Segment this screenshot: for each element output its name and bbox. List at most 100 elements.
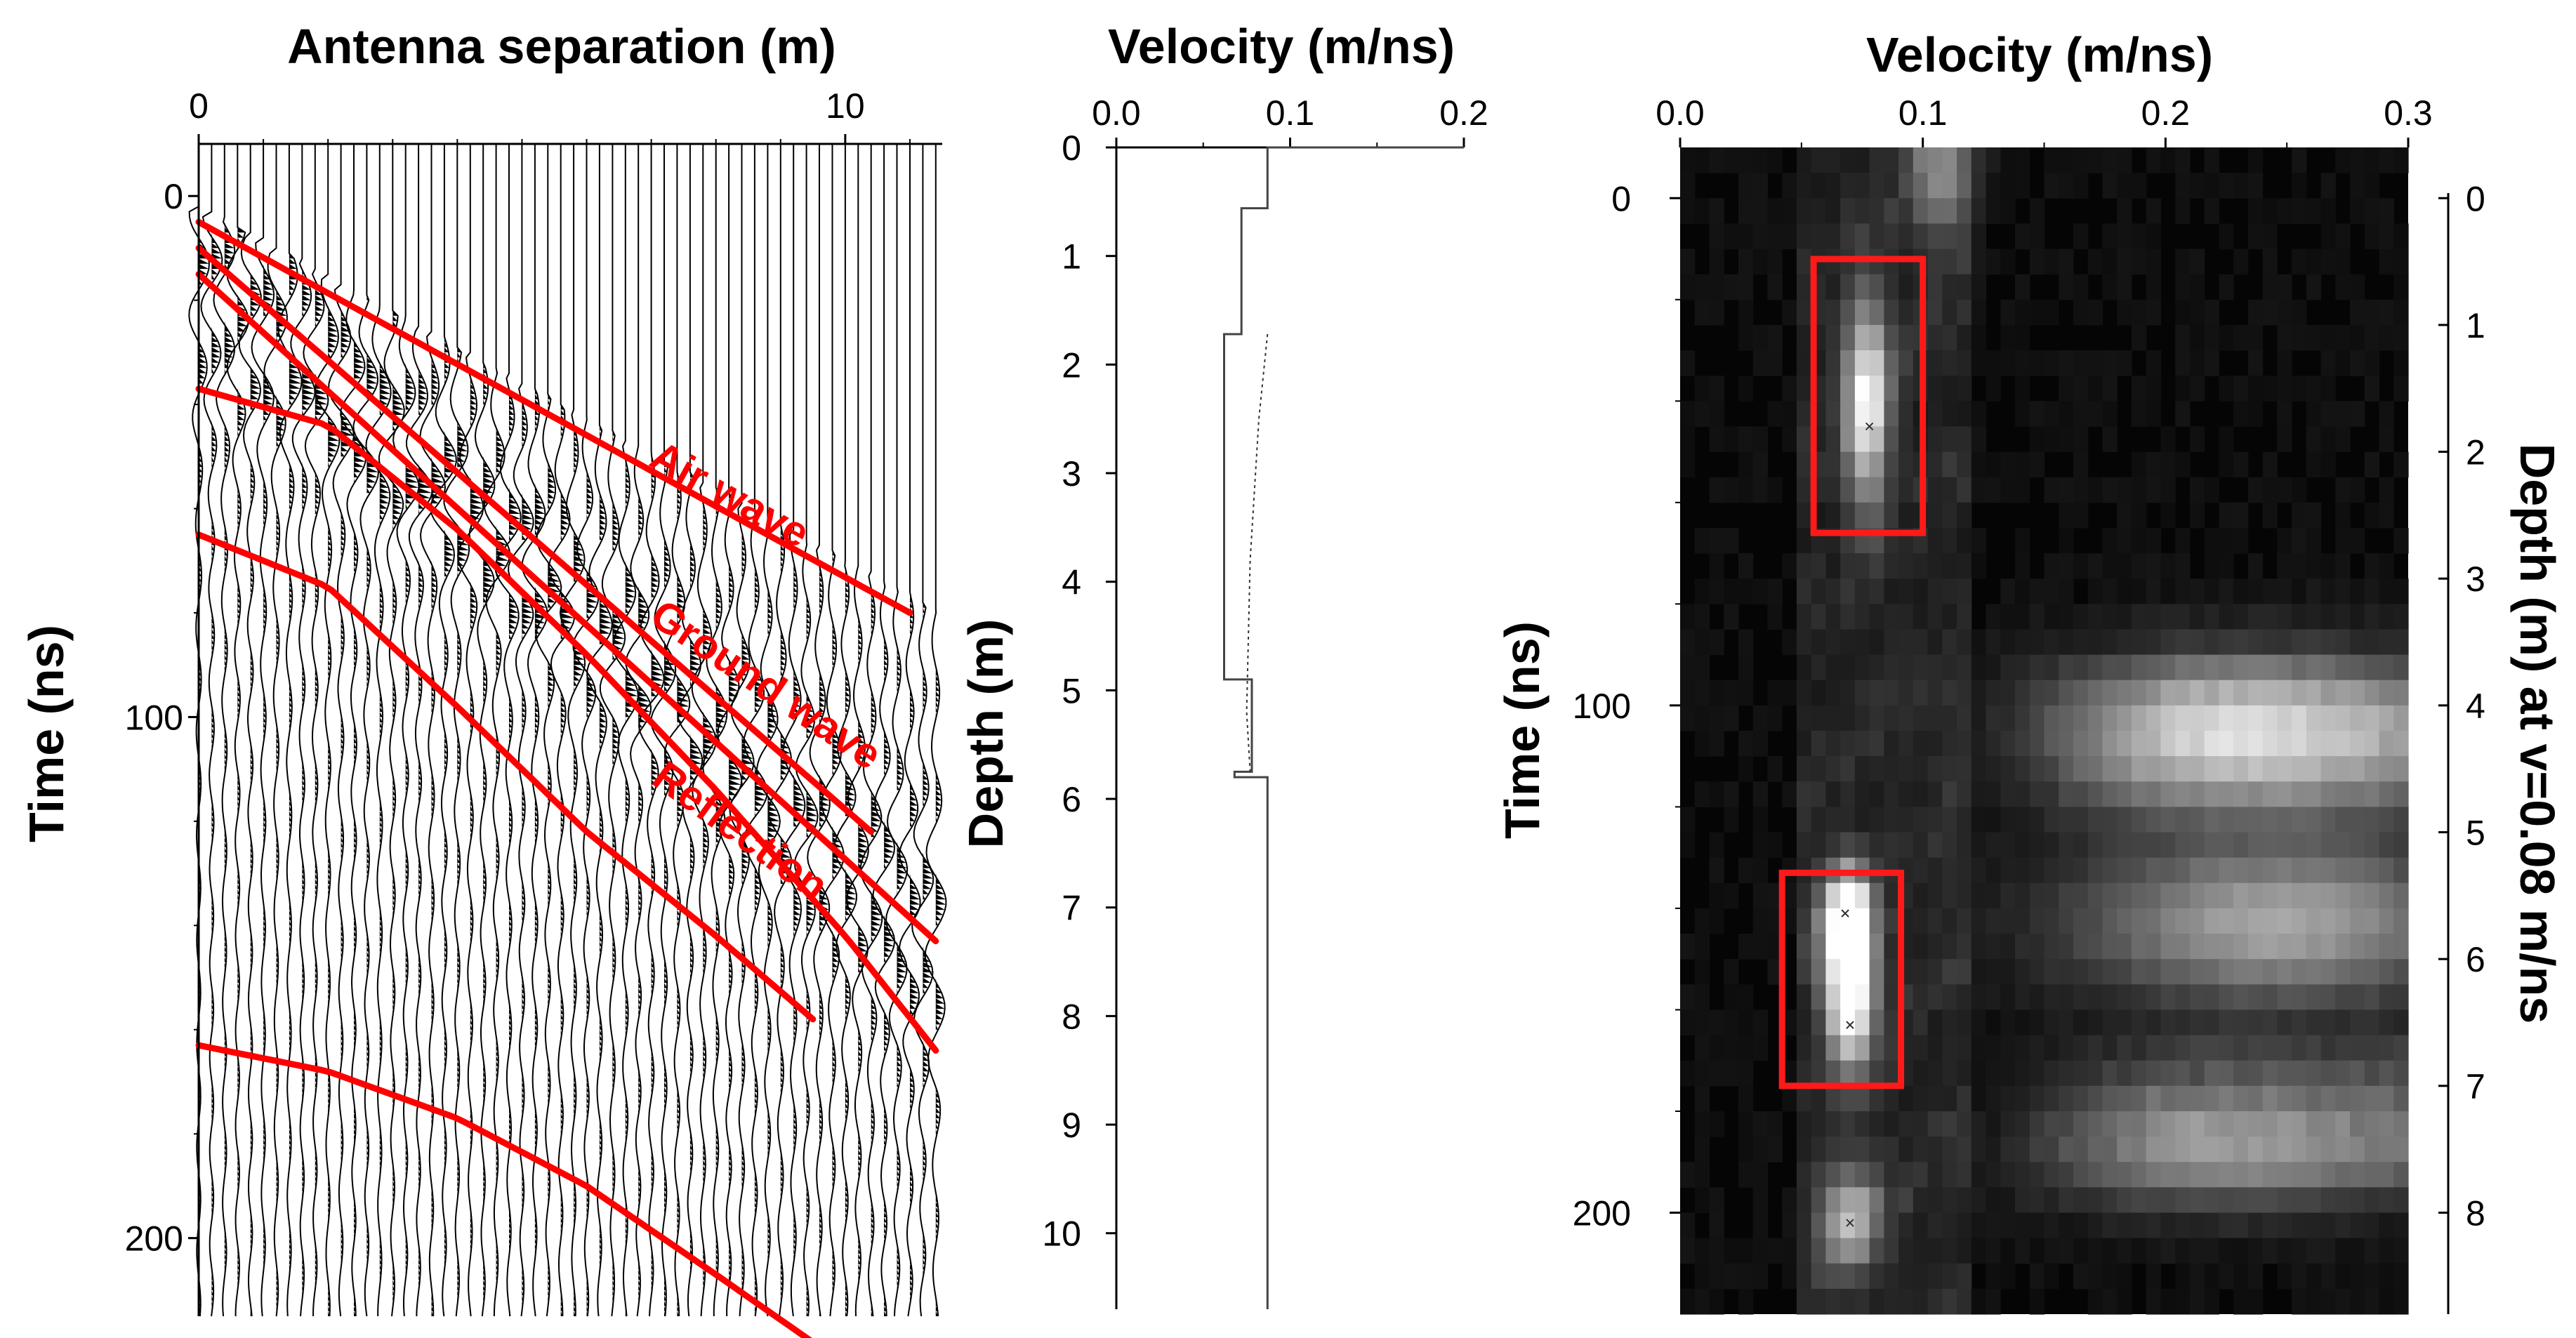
heatmap-cell	[2059, 857, 2074, 884]
wiggle-trace-fill	[819, 560, 830, 1316]
heatmap-cell	[2146, 731, 2161, 757]
heatmap-cell	[2087, 1263, 2103, 1290]
heatmap-cell	[1869, 629, 1884, 656]
heatmap-cell	[2364, 705, 2380, 731]
heatmap-cell	[2073, 553, 2089, 579]
heatmap-cell	[1811, 147, 1826, 173]
heatmap-cell	[1767, 249, 1783, 275]
heatmap-cell	[1898, 629, 1914, 656]
heatmap-cell	[1898, 147, 1914, 173]
heatmap-cell	[1854, 934, 1870, 960]
heatmap-cell	[2247, 401, 2264, 427]
heatmap-cell	[2204, 1009, 2219, 1036]
heatmap-cell	[1927, 173, 1943, 199]
heatmap-cell	[2102, 731, 2118, 757]
heatmap-cell	[1724, 1238, 1739, 1264]
heatmap-cell	[2131, 1009, 2147, 1036]
heatmap-cell	[1942, 223, 1957, 250]
heatmap-cell	[1782, 680, 1797, 706]
heatmap-cell	[2262, 857, 2278, 884]
heatmap-cell	[2320, 426, 2336, 453]
heatmap-cells	[1680, 147, 2409, 1315]
heatmap-cell	[2087, 934, 2103, 960]
heatmap-cell	[2219, 1212, 2234, 1239]
wiggle-trace	[743, 144, 768, 1317]
heatmap-cell	[2175, 198, 2191, 224]
heatmap-cell	[1927, 1111, 1943, 1137]
heatmap-cell	[1694, 1060, 1710, 1087]
heatmap-cell	[1927, 934, 1943, 960]
heatmap-cell	[1957, 1085, 1972, 1112]
heatmap-cell	[1957, 959, 1972, 985]
heatmap-cell	[1854, 781, 1870, 807]
heatmap-cell	[2277, 680, 2292, 706]
heatmap-cell	[2277, 477, 2292, 503]
heatmap-cell	[2189, 781, 2205, 807]
panel2-ytick-label: 8	[1062, 997, 1081, 1036]
heatmap-cell	[2364, 1238, 2380, 1264]
panel3-right-tick-label: 5	[2466, 814, 2485, 853]
heatmap-cell	[2087, 249, 2103, 275]
heatmap-cell	[2364, 680, 2380, 706]
heatmap-cell	[2059, 1162, 2074, 1188]
heatmap-cell	[2146, 857, 2161, 884]
heatmap-cell	[2292, 299, 2307, 326]
heatmap-cell	[2059, 959, 2074, 985]
heatmap-cell	[2292, 832, 2307, 859]
heatmap-cell	[2393, 1187, 2409, 1213]
heatmap-cell	[2350, 654, 2365, 681]
heatmap-cell	[2219, 578, 2234, 604]
heatmap-cell	[1869, 908, 1884, 934]
heatmap-cell	[2029, 604, 2045, 630]
heatmap-cell	[1811, 223, 1826, 250]
heatmap-cell	[2292, 1137, 2307, 1163]
heatmap-cell	[2379, 299, 2394, 326]
heatmap-cell	[2335, 350, 2351, 376]
heatmap-cell	[1884, 832, 1899, 859]
heatmap-cell	[2364, 908, 2380, 934]
heatmap-cell	[2306, 756, 2322, 782]
heatmap-cell	[1840, 502, 1856, 529]
heatmap-cell	[1898, 654, 1914, 681]
heatmap-cell	[2160, 1111, 2176, 1137]
heatmap-cell	[2306, 324, 2322, 351]
heatmap-cell	[2262, 1162, 2278, 1188]
heatmap-cell	[2233, 604, 2249, 630]
heatmap-cell	[1738, 249, 1754, 275]
heatmap-cell	[1854, 984, 1870, 1010]
heatmap-cell	[2277, 1060, 2292, 1087]
heatmap-cell	[2292, 731, 2307, 757]
heatmap-cell	[1971, 680, 1987, 706]
heatmap-cell	[2335, 1263, 2351, 1290]
heatmap-cell	[2102, 934, 2118, 960]
heatmap-cell	[2306, 1238, 2322, 1264]
wiggle-trace	[924, 144, 947, 1317]
heatmap-cell	[1884, 1035, 1899, 1061]
heatmap-cell	[1796, 1009, 1812, 1036]
wiggle-trace-fill	[806, 540, 818, 1316]
heatmap-cell	[2306, 882, 2322, 909]
heatmap-cell	[1898, 680, 1914, 706]
heatmap-cell	[2335, 578, 2351, 604]
heatmap-cell	[2335, 502, 2351, 529]
heatmap-cell	[2364, 1009, 2380, 1036]
heatmap-cell	[1869, 1288, 1884, 1315]
heatmap-cell	[2131, 1187, 2147, 1213]
heatmap-cell	[2102, 1137, 2118, 1163]
heatmap-cell	[2102, 680, 2118, 706]
heatmap-cell	[1680, 1060, 1696, 1087]
heatmap-cell	[2306, 629, 2322, 656]
heatmap-cell	[2015, 1137, 2030, 1163]
heatmap-cell	[1971, 223, 1987, 250]
heatmap-cell	[2292, 934, 2307, 960]
heatmap-cell	[1927, 1288, 1943, 1315]
heatmap-cell	[2131, 1212, 2147, 1239]
heatmap-cell	[2175, 705, 2191, 731]
heatmap-cell	[2146, 1137, 2161, 1163]
wiggle-trace	[650, 144, 677, 1317]
heatmap-cell	[2247, 705, 2264, 731]
heatmap-cell	[2073, 1060, 2089, 1087]
heatmap-cell	[2204, 629, 2219, 656]
heatmap-cell	[1680, 249, 1696, 275]
heatmap-cell	[2262, 451, 2278, 478]
